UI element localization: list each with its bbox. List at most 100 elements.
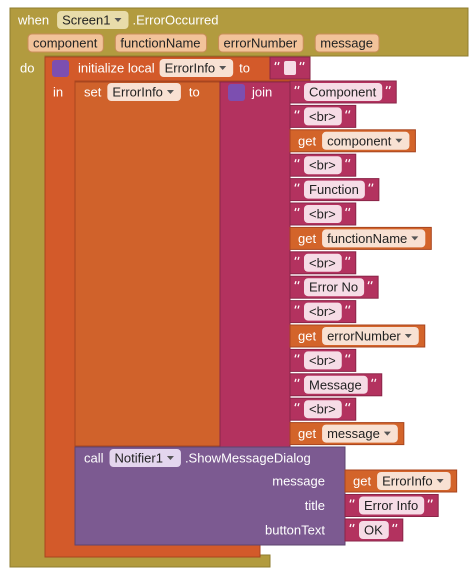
mutator-icon[interactable]: [52, 60, 69, 77]
text-value: Component: [309, 85, 377, 100]
quote-mark: [294, 305, 300, 309]
quote-mark: [294, 402, 300, 407]
quote-mark: [345, 158, 351, 163]
quote-mark: [392, 523, 398, 528]
dropdown-arrow: [219, 66, 227, 70]
join-label: join: [251, 85, 272, 100]
get-keyword: get: [298, 329, 316, 344]
text-value-field[interactable]: [304, 107, 342, 126]
quote-mark: [427, 499, 433, 503]
arg-name: title: [305, 498, 325, 513]
event-param-field[interactable]: [218, 33, 304, 53]
local-label: initialize local: [78, 61, 155, 76]
variable-name-field[interactable]: [322, 131, 410, 150]
variable-name: functionName: [327, 231, 407, 246]
text-value: <br>: [309, 353, 336, 368]
text-value: <br>: [309, 304, 336, 319]
get-keyword: get: [298, 133, 316, 148]
quote-mark: [367, 280, 373, 285]
set-variable-field[interactable]: [107, 83, 181, 101]
quote-mark: [294, 85, 300, 90]
quote-mark: [368, 183, 374, 187]
text-value: <br>: [309, 255, 336, 270]
variable-name-field[interactable]: [322, 229, 426, 248]
dropdown-arrow: [411, 236, 419, 241]
text-value: <br>: [309, 109, 336, 124]
get-keyword: get: [298, 426, 316, 441]
event-param: errorNumber: [224, 36, 298, 51]
local-variable-field[interactable]: [159, 59, 234, 77]
quote-mark: [371, 378, 377, 383]
arg-name: buttonText: [265, 523, 325, 538]
event-param: functionName: [120, 36, 200, 51]
do-label: do: [20, 61, 34, 76]
text-value: Function: [309, 182, 359, 197]
text-value: Error Info: [364, 498, 418, 513]
quote-mark: [345, 110, 351, 114]
event-param-field[interactable]: [314, 33, 380, 53]
component-name-field[interactable]: [57, 11, 129, 29]
text-value: <br>: [309, 158, 336, 173]
quote-mark: [345, 402, 351, 407]
event-name: .ErrorOccurred: [133, 13, 219, 28]
quote-mark: [294, 207, 300, 212]
text-value-field[interactable]: [304, 302, 342, 321]
text-value-field[interactable]: [359, 496, 425, 515]
quote-mark: [349, 523, 355, 528]
variable-name-field[interactable]: [377, 472, 451, 490]
join-block[interactable]: [219, 81, 291, 449]
quote-mark: [345, 207, 351, 212]
call-keyword: call: [84, 451, 104, 466]
arg-name: message: [272, 474, 325, 489]
text-value: Message: [309, 377, 362, 392]
call-component-field[interactable]: [109, 449, 181, 467]
set-keyword: set: [84, 85, 102, 100]
text-value-field[interactable]: [304, 400, 342, 419]
quote-mark: [294, 354, 300, 358]
quote-mark: [349, 499, 355, 503]
empty-text-field[interactable]: [284, 61, 297, 75]
get-keyword: get: [353, 474, 371, 489]
text-value: <br>: [309, 207, 336, 222]
call-method: .ShowMessageDialog: [185, 451, 311, 466]
get-keyword: get: [298, 231, 316, 246]
in-label: in: [53, 85, 63, 100]
text-value-field[interactable]: [304, 83, 383, 101]
text-value-field[interactable]: [304, 205, 342, 223]
variable-name-field[interactable]: [322, 327, 419, 345]
event-keyword: when: [17, 13, 49, 28]
quote-mark: [294, 183, 300, 187]
event-param-field[interactable]: [114, 33, 208, 53]
mutator-icon[interactable]: [228, 84, 245, 101]
quote-mark: [345, 256, 351, 261]
dropdown-arrow: [395, 138, 403, 143]
text-value-field[interactable]: [304, 375, 368, 394]
text-value-field[interactable]: [304, 278, 365, 297]
text-value-field[interactable]: [304, 351, 342, 370]
dropdown-arrow: [166, 90, 174, 94]
local-variable: ErrorInfo: [165, 61, 216, 76]
text-value-field[interactable]: [304, 180, 365, 199]
text-value-field[interactable]: [359, 521, 389, 539]
dropdown-arrow: [166, 456, 174, 460]
variable-name: ErrorInfo: [382, 474, 433, 489]
event-param: message: [320, 36, 373, 51]
quote-mark: [299, 61, 305, 66]
component-name: Screen1: [62, 13, 110, 28]
text-value: Error No: [309, 280, 358, 295]
set-variable: ErrorInfo: [112, 85, 163, 100]
set-block[interactable]: [74, 81, 221, 447]
event-param-field[interactable]: [27, 33, 104, 53]
call-component: Notifier1: [115, 451, 163, 466]
variable-name-field[interactable]: [322, 424, 398, 443]
text-value: <br>: [309, 402, 336, 417]
variable-name: errorNumber: [327, 329, 401, 344]
quote-mark: [294, 158, 300, 163]
quote-mark: [274, 61, 280, 66]
text-value-field[interactable]: [304, 156, 342, 175]
dropdown-arrow: [114, 18, 122, 22]
text-value-field[interactable]: [304, 253, 342, 272]
local-to: to: [239, 61, 250, 76]
